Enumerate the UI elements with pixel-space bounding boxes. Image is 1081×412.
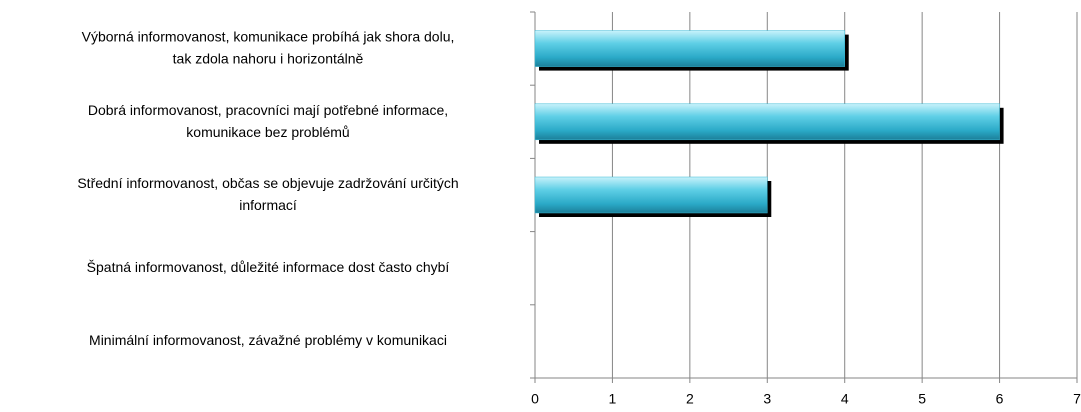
x-tick-label: 1 xyxy=(609,391,617,407)
x-tick-label: 3 xyxy=(763,391,771,407)
y-tick-label: Špatná informovanost, důležité informace… xyxy=(87,259,450,275)
x-tick-label: 0 xyxy=(531,391,539,407)
x-tick-label: 4 xyxy=(841,391,849,407)
bar xyxy=(534,103,1000,141)
y-tick-label: Střední informovanost, občas se objevuje… xyxy=(77,175,458,213)
x-tick-label: 5 xyxy=(918,391,926,407)
x-tick-label: 7 xyxy=(1073,391,1081,407)
y-tick-label: Dobrá informovanost, pracovníci mají pot… xyxy=(88,102,448,140)
y-tick-label: Výborná informovanost, komunikace probíh… xyxy=(82,28,455,66)
bar xyxy=(534,30,845,67)
bar xyxy=(534,176,768,214)
x-tick-label: 6 xyxy=(996,391,1004,407)
y-tick-label: Minimální informovanost, závažné problém… xyxy=(89,332,447,348)
x-tick-label: 2 xyxy=(686,391,694,407)
